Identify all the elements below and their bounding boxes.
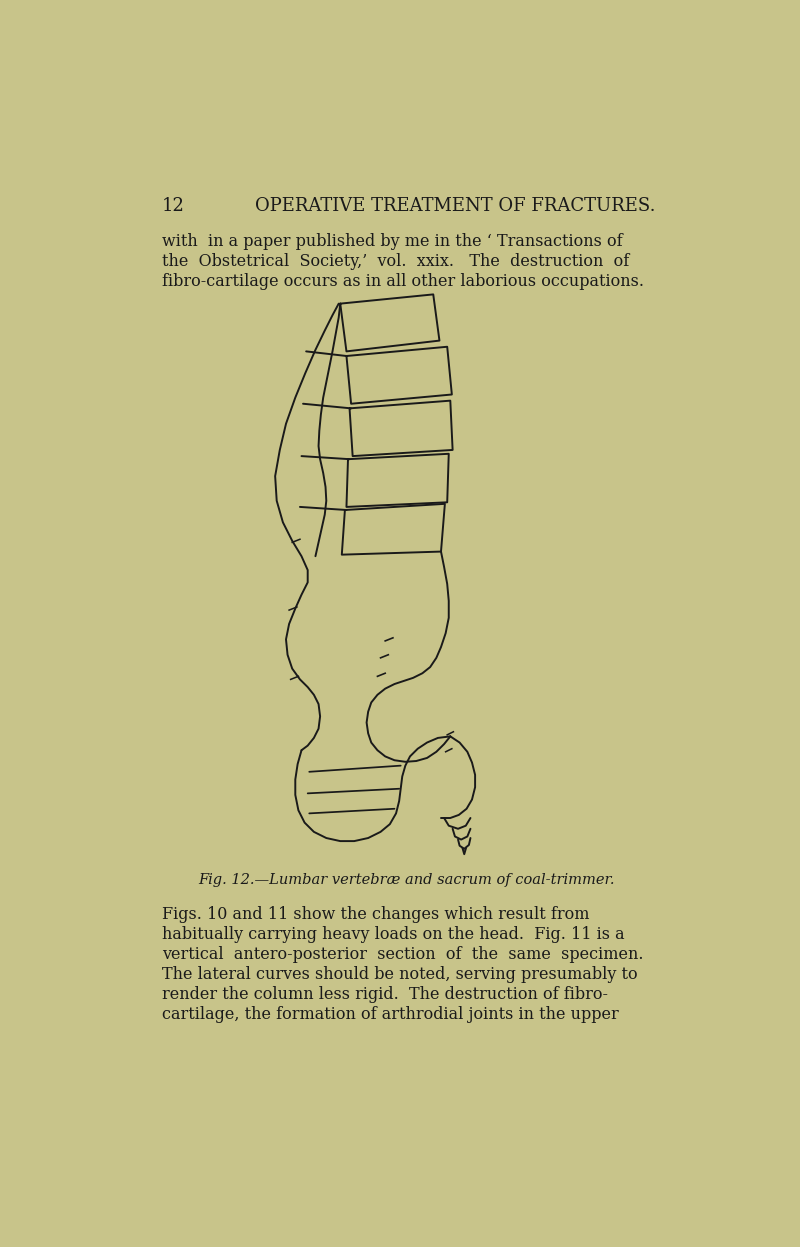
Text: cartilage, the formation of arthrodial joints in the upper: cartilage, the formation of arthrodial j… [162,1006,618,1023]
Text: Fig. 12.—Lumbar vertebræ and sacrum of coal-trimmer.: Fig. 12.—Lumbar vertebræ and sacrum of c… [198,873,614,888]
Text: 12: 12 [162,197,185,216]
Text: The lateral curves should be noted, serving presumably to: The lateral curves should be noted, serv… [162,966,638,983]
Text: habitually carrying heavy loads on the head.  Fig. 11 is a: habitually carrying heavy loads on the h… [162,925,625,943]
Text: fibro-cartilage occurs as in all other laborious occupations.: fibro-cartilage occurs as in all other l… [162,273,644,289]
Text: vertical  antero-posterior  section  of  the  same  specimen.: vertical antero-posterior section of the… [162,945,643,963]
Text: Figs. 10 and 11 show the changes which result from: Figs. 10 and 11 show the changes which r… [162,905,590,923]
Text: render the column less rigid.  The destruction of fibro-: render the column less rigid. The destru… [162,986,608,1003]
Text: OPERATIVE TREATMENT OF FRACTURES.: OPERATIVE TREATMENT OF FRACTURES. [255,197,655,216]
Text: the  Obstetrical  Society,’  vol.  xxix.   The  destruction  of: the Obstetrical Society,’ vol. xxix. The… [162,253,630,269]
Text: with  in a paper published by me in the ‘ Transactions of: with in a paper published by me in the ‘… [162,233,622,249]
